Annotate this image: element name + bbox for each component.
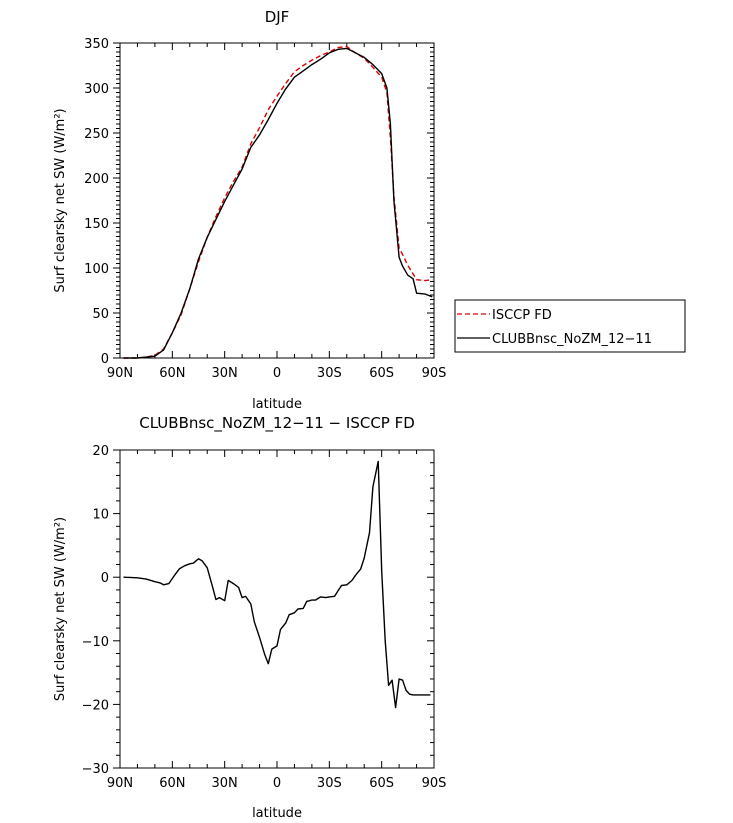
top-x-tick-label: 60S	[369, 366, 394, 381]
bottom-y-tick-label: −10	[82, 635, 109, 650]
top-x-tick-label: 90S	[422, 366, 447, 381]
top-y-tick-label: 250	[84, 127, 109, 142]
top-y-tick-label: 150	[84, 217, 109, 232]
top-x-tick-label: 0	[273, 366, 281, 381]
top-series-line-0	[123, 45, 433, 359]
bottom-tick-labels: 90N 60N 30N 0 30S 60S 90S −30 −20 −10 0 10 20	[82, 444, 447, 791]
bottom-series-group	[123, 460, 431, 709]
top-chart-title: DJF	[265, 8, 290, 26]
bottom-x-tick-label: 60S	[369, 776, 394, 791]
bottom-x-tick-label: 30N	[212, 776, 238, 791]
bottom-x-axis-label: latitude	[252, 806, 302, 821]
legend: ISCCP FD CLUBBnsc_NoZM_12−11	[454, 299, 686, 353]
top-series-group	[123, 45, 433, 359]
top-x-tick-label: 30S	[317, 366, 342, 381]
bottom-x-tick-label: 90S	[422, 776, 447, 791]
bottom-y-axis-label: Surf clearsky net SW (W/m²)	[53, 517, 68, 701]
top-y-tick-label: 300	[84, 82, 109, 97]
bottom-series-line-0	[123, 460, 431, 709]
top-x-tick-label: 30N	[212, 366, 238, 381]
bottom-y-tick-label: −30	[82, 762, 109, 777]
top-tick-labels: 90N 60N 30N 0 30S 60S 90S 0 50 100 150 200 250 300 350	[84, 37, 446, 381]
legend-label-isccp: ISCCP FD	[492, 308, 552, 323]
legend-label-clubb: CLUBBnsc_NoZM_12−11	[492, 332, 652, 347]
bottom-x-tick-label: 90N	[107, 776, 133, 791]
bottom-y-tick-label: 0	[101, 571, 109, 586]
top-y-tick-label: 100	[84, 262, 109, 277]
bottom-plot-frame	[119, 449, 435, 769]
top-y-axis-label: Surf clearsky net SW (W/m²)	[53, 108, 68, 292]
bottom-x-tick-label: 30S	[317, 776, 342, 791]
bottom-x-tick-label: 60N	[159, 776, 185, 791]
top-y-tick-label: 50	[92, 307, 109, 322]
top-y-tick-label: 350	[84, 37, 109, 52]
top-ticks	[113, 42, 435, 359]
top-x-axis-label: latitude	[252, 397, 302, 412]
bottom-chart-title: CLUBBnsc_NoZM_12−11 − ISCCP FD	[139, 414, 415, 433]
bottom-y-tick-label: −20	[82, 698, 109, 713]
bottom-x-tick-label: 0	[273, 776, 281, 791]
top-x-tick-label: 60N	[159, 366, 185, 381]
bottom-y-tick-label: 10	[92, 508, 109, 523]
bottom-chart: CLUBBnsc_NoZM_12−11 − ISCCP FD 90N 60N 30N…	[53, 414, 446, 821]
legend-box	[454, 299, 686, 353]
top-y-tick-label: 0	[101, 352, 109, 367]
top-x-tick-label: 90N	[107, 366, 133, 381]
top-series-line-1	[123, 47, 433, 359]
bottom-ticks	[113, 449, 435, 769]
top-chart: DJF 90N 60N 30N 0 30S 60S 90S 0 50 100 150 200 250 30…	[53, 8, 686, 412]
top-y-tick-label: 200	[84, 172, 109, 187]
bottom-y-tick-label: 20	[92, 444, 109, 459]
